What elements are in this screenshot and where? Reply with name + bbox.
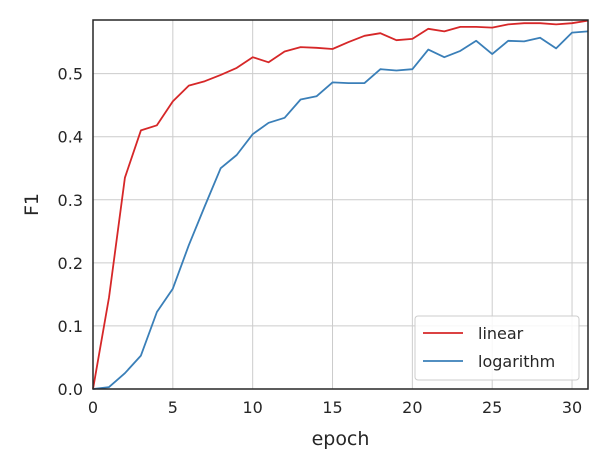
x-tick-label: 30	[562, 398, 582, 417]
legend-box	[414, 315, 580, 381]
x-tick-label: 15	[322, 398, 342, 417]
y-tick-label: 0.0	[58, 380, 83, 399]
series-lines	[92, 19, 589, 390]
x-tick-label: 10	[242, 398, 262, 417]
series-line-logarithm	[92, 30, 589, 390]
series-line-linear	[92, 19, 589, 390]
x-tick-label: 0	[88, 398, 98, 417]
y-tick-label: 0.1	[58, 317, 83, 336]
legend: linear logarithm	[414, 315, 580, 381]
y-tick-label: 0.4	[58, 128, 83, 147]
y-axis-ticks: 0.0 0.1 0.2 0.3 0.4 0.5	[58, 65, 83, 399]
plot-frame	[92, 19, 589, 390]
x-tick-label: 5	[168, 398, 178, 417]
x-tick-label: 20	[402, 398, 422, 417]
y-tick-label: 0.5	[58, 65, 83, 84]
x-axis-label: epoch	[312, 428, 370, 450]
x-tick-label: 25	[482, 398, 502, 417]
y-tick-label: 0.2	[58, 254, 83, 273]
y-axis-label: F1	[21, 193, 43, 216]
x-axis-ticks: 0 5 10 15 20 25 30	[88, 398, 582, 417]
grid	[92, 20, 588, 390]
y-tick-label: 0.3	[58, 191, 83, 210]
legend-label: logarithm	[478, 352, 555, 371]
legend-label: linear	[478, 324, 524, 343]
